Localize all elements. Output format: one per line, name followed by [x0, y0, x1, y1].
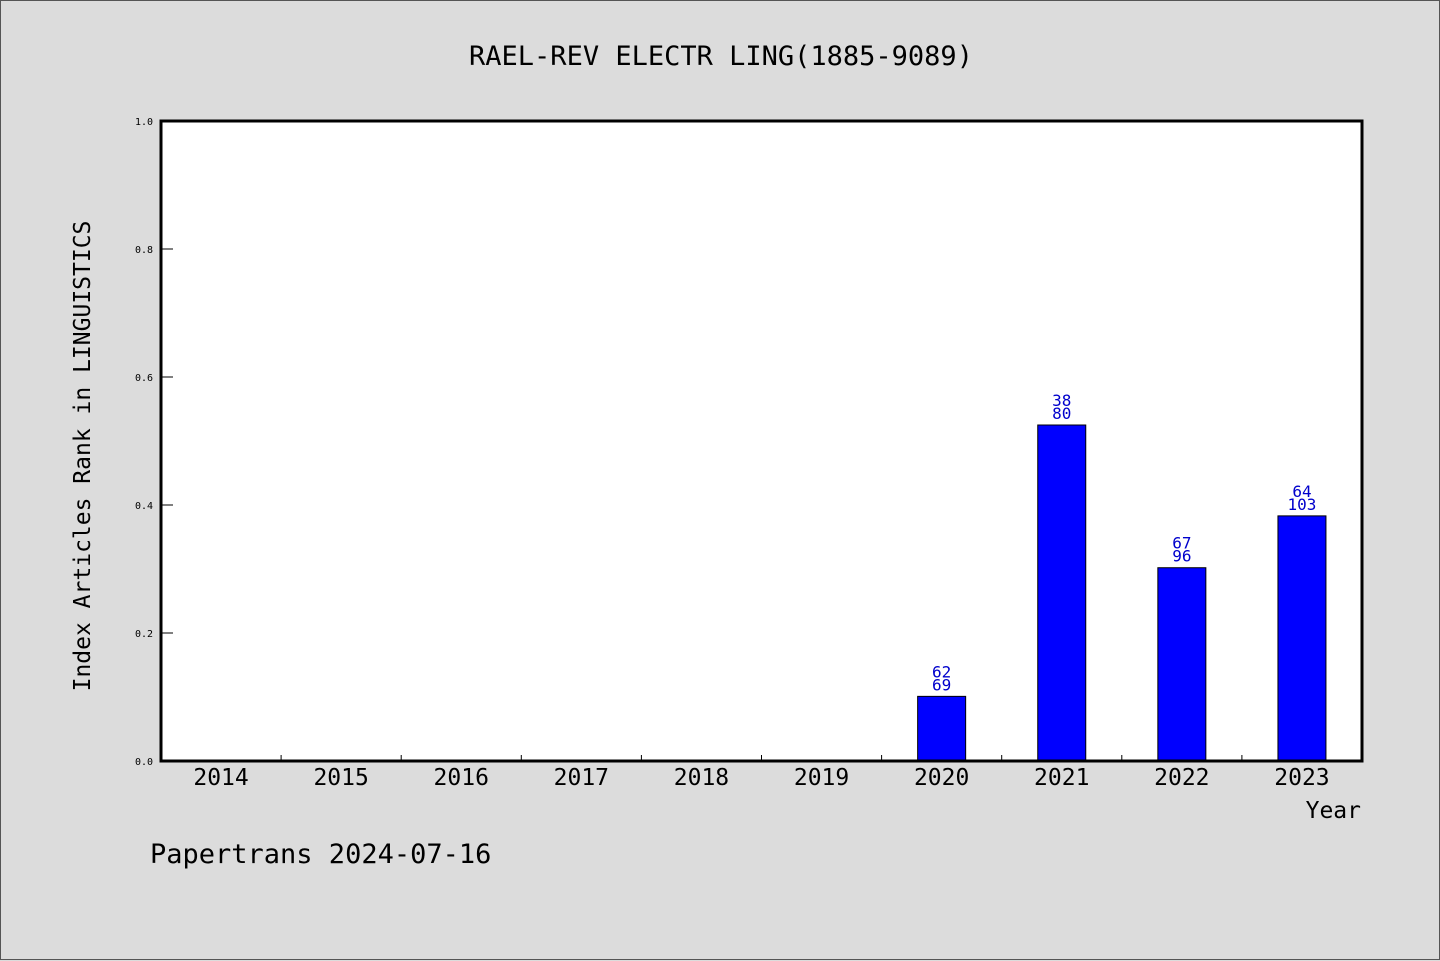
bar-2023 — [1277, 515, 1327, 762]
chart-title: RAEL-REV ELECTR LING(1885-9089) — [469, 41, 973, 72]
x-tick-label: 2018 — [674, 765, 729, 791]
x-axis-label: Year — [1306, 798, 1361, 824]
data-label-bottom: 69 — [932, 675, 951, 694]
x-tick-label: 2023 — [1274, 765, 1329, 791]
x-tick-label: 2017 — [554, 765, 609, 791]
y-tick-label: 0.4 — [135, 501, 153, 512]
x-tick-label: 2016 — [434, 765, 489, 791]
data-label-bottom: 80 — [1052, 404, 1071, 423]
plot-border — [159, 119, 1364, 763]
x-tick-label: 2021 — [1034, 765, 1089, 791]
y-tick-label: 0.8 — [135, 245, 153, 256]
y-tick-label: 0.0 — [135, 757, 153, 768]
x-tick-label: 2020 — [914, 765, 969, 791]
x-tick-label: 2015 — [313, 765, 368, 791]
bars — [917, 424, 1327, 762]
bar-2020 — [917, 695, 967, 762]
y-tick-label: 0.2 — [135, 629, 153, 640]
footer-credit: Papertrans 2024-07-16 — [150, 839, 491, 870]
bar-2022 — [1157, 567, 1207, 762]
data-label-bottom: 103 — [1287, 495, 1316, 514]
data-label-top: 67 — [1172, 534, 1191, 553]
bar-2021 — [1037, 424, 1087, 762]
x-axis: 2014 2015 2016 2017 2018 2019 2020 2021 2022 2023 — [193, 755, 1330, 791]
y-tick-label: 1.0 — [135, 117, 153, 128]
data-label-top: 64 — [1292, 482, 1311, 501]
data-label-top: 62 — [932, 662, 951, 681]
x-tick-label: 2022 — [1154, 765, 1209, 791]
y-tick-label: 0.6 — [135, 373, 153, 384]
x-tick-label: 2014 — [193, 765, 248, 791]
data-label-bottom: 96 — [1172, 547, 1191, 566]
y-axis-label: Index Articles Rank in LINGUISTICS — [70, 221, 96, 692]
data-label-top: 38 — [1052, 391, 1071, 410]
x-tick-label: 2019 — [794, 765, 849, 791]
